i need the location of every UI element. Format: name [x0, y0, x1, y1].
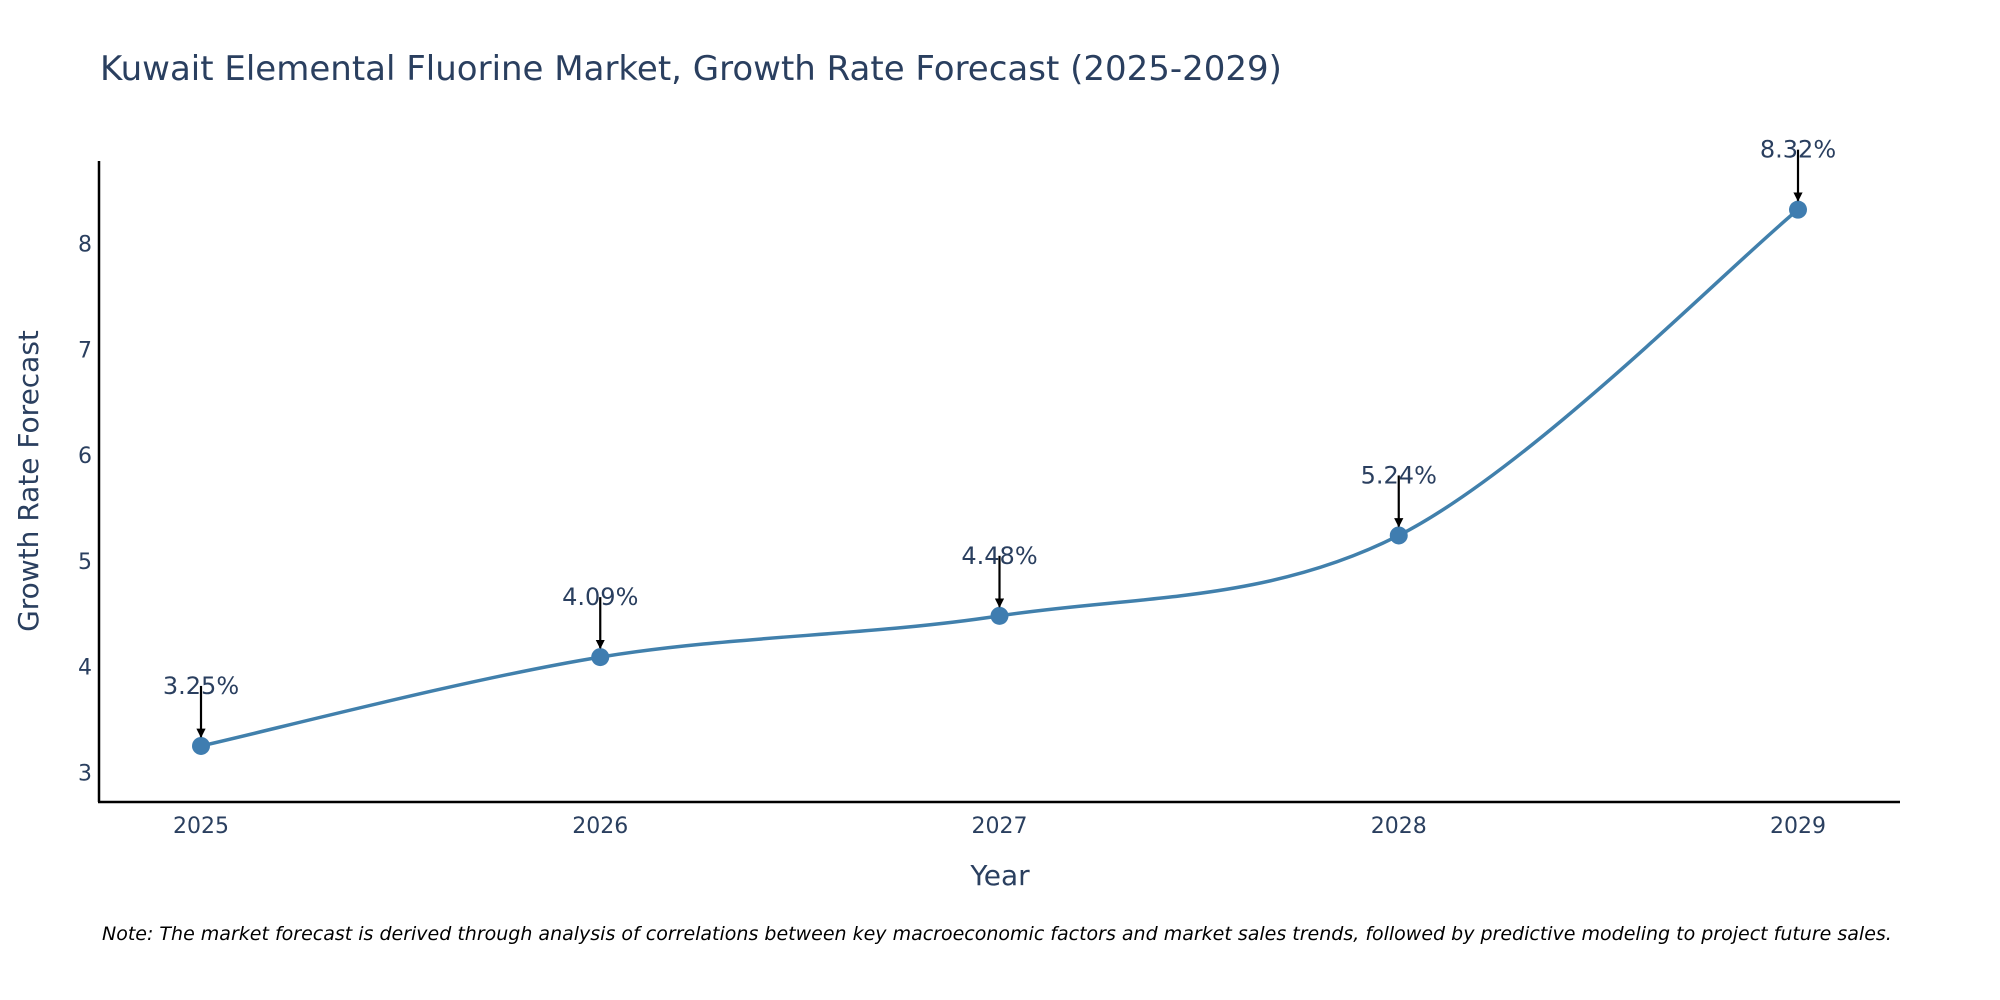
y-tick-label: 5 [78, 550, 92, 575]
y-axis-ticks: 3 4 5 6 7 8 [78, 233, 92, 787]
data-label: 3.25% [163, 672, 239, 700]
y-tick-label: 4 [78, 656, 92, 681]
data-point [1389, 526, 1408, 545]
data-point [192, 736, 210, 755]
x-axis-title: Year [969, 859, 1030, 892]
y-axis-title: Growth Rate Forecast [12, 330, 45, 632]
x-tick-label: 2025 [173, 814, 229, 839]
footnote: Note: The market forecast is derived thr… [102, 923, 1892, 945]
y-tick-label: 6 [78, 444, 92, 469]
data-label: 4.48% [961, 542, 1037, 570]
y-tick-label: 7 [78, 338, 92, 363]
y-tick-label: 8 [78, 233, 92, 258]
chart-title: Kuwait Elemental Fluorine Market, Growth… [100, 49, 1282, 89]
y-tick-label: 3 [78, 761, 92, 786]
x-tick-label: 2028 [1371, 814, 1427, 839]
growth-rate-line [200, 208, 1800, 748]
data-point [591, 648, 610, 667]
x-tick-label: 2029 [1770, 814, 1826, 839]
data-point [990, 606, 1009, 625]
data-label: 5.24% [1361, 461, 1437, 489]
data-points [192, 200, 1807, 755]
x-tick-label: 2027 [972, 814, 1028, 839]
data-annotations: 3.25% 4.09% 4.48% 5.24% 8.32% [163, 136, 1836, 738]
data-label: 8.32% [1760, 136, 1836, 164]
x-axis-ticks: 2025 2026 2027 2028 2029 [173, 814, 1826, 839]
x-tick-label: 2026 [572, 814, 628, 839]
data-point [1789, 200, 1807, 219]
data-label: 4.09% [562, 583, 638, 611]
